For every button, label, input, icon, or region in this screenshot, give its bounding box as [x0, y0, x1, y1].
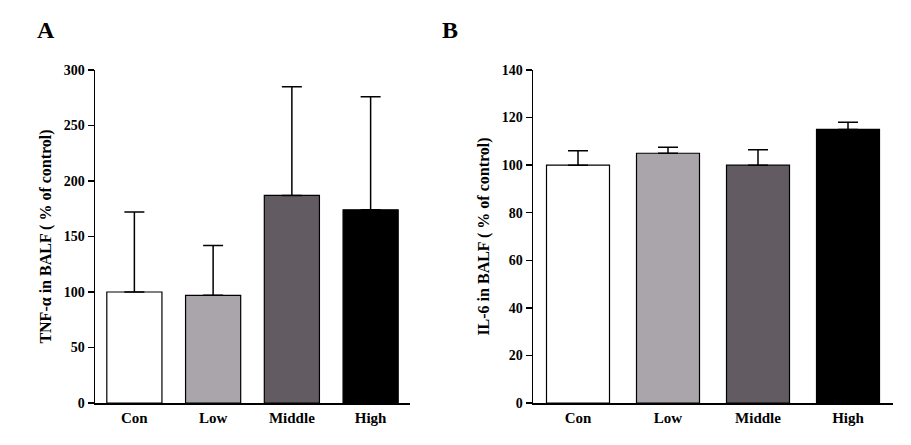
- svg-text:Middle: Middle: [269, 410, 315, 426]
- svg-text:150: 150: [64, 229, 85, 244]
- svg-text:TNF-α in BALF ( % of control): TNF-α in BALF ( % of control): [37, 129, 55, 343]
- svg-text:300: 300: [64, 63, 85, 78]
- svg-text:80: 80: [509, 206, 523, 221]
- svg-text:100: 100: [502, 158, 523, 173]
- svg-text:IL-6 in BALF ( % of control): IL-6 in BALF ( % of control): [475, 137, 493, 335]
- svg-text:100: 100: [64, 285, 85, 300]
- svg-text:250: 250: [64, 118, 85, 133]
- svg-text:40: 40: [509, 301, 523, 316]
- svg-text:200: 200: [64, 174, 85, 189]
- svg-text:Con: Con: [565, 410, 592, 426]
- svg-text:60: 60: [509, 253, 523, 268]
- svg-text:High: High: [832, 410, 864, 426]
- svg-text:B: B: [442, 17, 458, 43]
- svg-text:Low: Low: [199, 410, 228, 426]
- svg-text:High: High: [355, 410, 387, 426]
- svg-text:20: 20: [509, 348, 523, 363]
- svg-text:50: 50: [71, 340, 85, 355]
- svg-text:Middle: Middle: [735, 410, 781, 426]
- svg-text:A: A: [37, 17, 55, 43]
- svg-text:140: 140: [502, 63, 523, 78]
- svg-text:Con: Con: [121, 410, 148, 426]
- svg-text:120: 120: [502, 110, 523, 125]
- svg-text:Low: Low: [654, 410, 683, 426]
- svg-text:0: 0: [516, 396, 523, 411]
- svg-text:0: 0: [78, 396, 85, 411]
